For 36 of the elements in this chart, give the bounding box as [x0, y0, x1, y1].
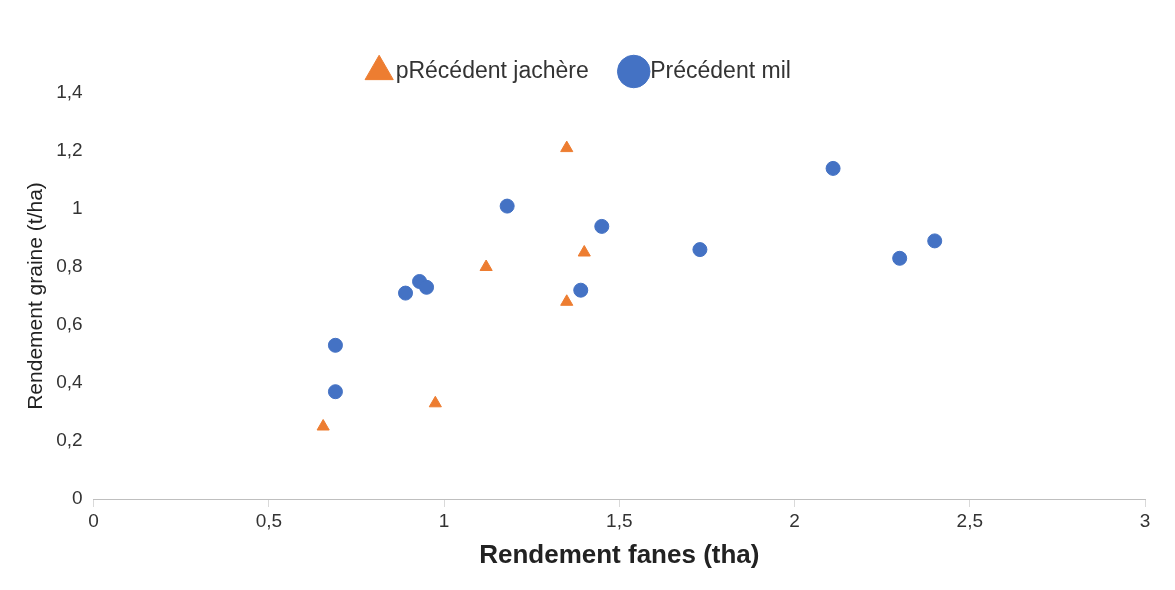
point	[927, 233, 943, 249]
x-tick-label: 3	[1139, 509, 1151, 531]
x-tick-label: 0	[88, 509, 99, 531]
point	[419, 279, 435, 295]
point	[594, 218, 610, 234]
y-tick-label: 0,6	[56, 313, 83, 335]
point	[577, 245, 591, 257]
x-tick-label: 1,5	[606, 509, 633, 531]
point	[892, 250, 908, 266]
point	[316, 419, 330, 431]
x-tick-label: 1	[438, 509, 450, 531]
y-tick-label: 0,2	[56, 429, 83, 451]
point	[560, 140, 574, 153]
y-tick-label: 0,4	[56, 371, 84, 393]
legend-label: pRécédent jachère	[395, 56, 589, 83]
point	[479, 259, 493, 271]
x-axis-title: Rendement fanes (tha)	[479, 538, 760, 569]
x-tick-label: 0,5	[255, 509, 283, 531]
x-tick-label: 2,5	[956, 509, 983, 531]
y-tick-label: 1,4	[56, 81, 84, 103]
point	[428, 395, 442, 408]
point	[560, 294, 574, 306]
y-axis-title: Rendement graine (t/ha)	[23, 182, 47, 410]
point	[499, 198, 515, 214]
point	[692, 242, 708, 258]
point	[573, 282, 589, 298]
y-tick-label: 1,2	[56, 139, 83, 161]
y-tick-label: 0,8	[56, 255, 83, 277]
y-tick-label: 1	[72, 197, 83, 219]
x-tick-label: 2	[789, 509, 800, 531]
point	[825, 160, 841, 176]
point	[327, 384, 343, 400]
point	[327, 337, 343, 353]
point	[398, 285, 414, 301]
y-tick-label: 0	[72, 487, 83, 509]
legend-label: Précédent mil	[650, 56, 791, 83]
